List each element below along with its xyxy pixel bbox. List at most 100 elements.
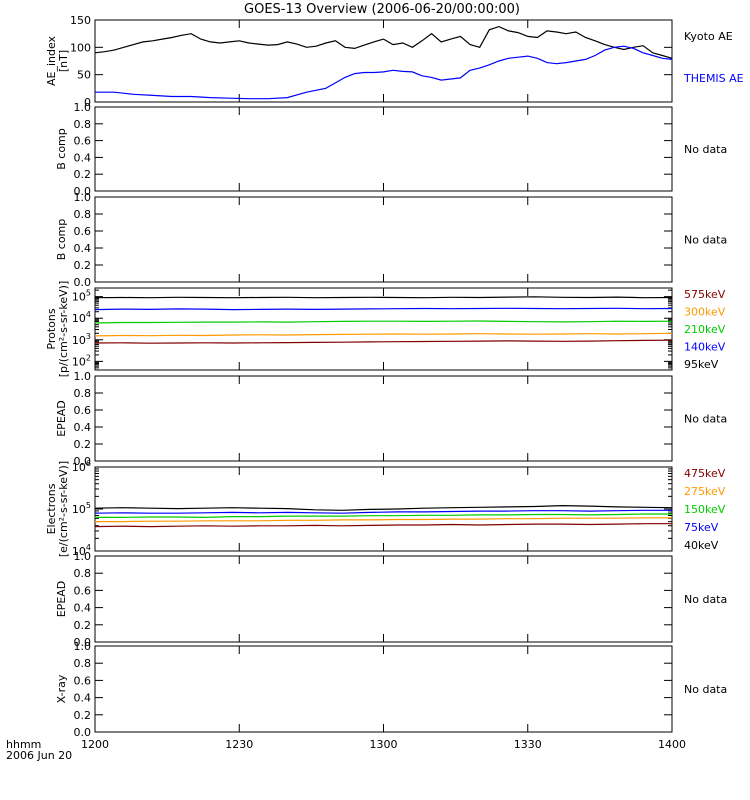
figure-title: GOES-13 Overview (2006-06-20/00:00:00) [244, 2, 520, 17]
panel-7: 0.0 0.2 0.4 0.6 0.8 1.0 EPEAD No data [55, 550, 727, 649]
y-tick-label: 103 [72, 332, 91, 347]
panel-frame [94, 375, 673, 462]
y-axis-label: Protons [45, 308, 58, 349]
panels: 0 50 100 150 AE_index [nT] Kyoto AE THEMIS AE 0.… [45, 14, 744, 739]
y-tick-label: 0 [84, 96, 91, 109]
y-tick-label: 0.4 [74, 692, 92, 705]
y-axis-label: Electrons [45, 483, 58, 534]
y-tick-label: 0.0 [74, 455, 92, 468]
y-axis-unit-label: [nT] [57, 50, 70, 72]
series-line-300kev [94, 332, 673, 337]
y-tick-label: 0.8 [74, 118, 92, 131]
panel-5: 0.0 0.2 0.4 0.6 0.8 1.0 EPEAD No data [55, 370, 727, 468]
x-tick-label: 1330 [514, 738, 542, 751]
right-label-150kev: 150keV [684, 503, 726, 516]
y-tick-label: 0.0 [74, 636, 92, 649]
panel-frame [94, 106, 673, 192]
x-tick-label: 1200 [81, 738, 109, 751]
series-line-210kev [94, 320, 673, 324]
y-axis-unit-label: [p/(cm²-s-sr-keV)] [57, 281, 70, 378]
y-axis-label: EPEAD [55, 581, 68, 618]
panel-frame [94, 287, 673, 371]
y-tick-label: 0.0 [74, 276, 92, 289]
panel-frame [94, 196, 673, 283]
y-tick-label: 105 [72, 289, 91, 304]
y-tick-label: 0.0 [74, 185, 92, 198]
series-line-75kev [94, 509, 672, 514]
y-tick-label: 0.2 [74, 168, 92, 181]
series-line-275kev [95, 517, 672, 523]
series-line-40kev [94, 504, 673, 511]
x-axis: 1200 1230 1300 1330 1400 [81, 738, 686, 751]
y-axis-label: B comp [55, 219, 68, 261]
y-tick-label: 0.8 [74, 387, 92, 400]
right-label-275kev: 275keV [684, 485, 726, 498]
right-label-95kev: 95keV [684, 358, 719, 371]
y-tick-label: 1.0 [74, 191, 92, 204]
y-tick-label: 0.0 [74, 726, 92, 739]
series-line-95kev [94, 296, 673, 299]
right-label-no-data: No data [684, 143, 727, 156]
right-label-40kev: 40keV [684, 539, 719, 552]
y-tick-label: 1.0 [74, 101, 92, 114]
y-tick-label: 0.6 [74, 135, 92, 148]
series-line-150kev [95, 513, 672, 519]
right-label-475kev: 475keV [684, 467, 726, 480]
y-tick-label: 0.4 [74, 242, 92, 255]
y-tick-label: 0.6 [74, 674, 92, 687]
series-line-575kev [94, 339, 673, 344]
y-tick-label: 102 [72, 353, 91, 368]
y-tick-label: 105 [72, 501, 91, 516]
right-label-kyoto-ae: Kyoto AE [684, 30, 733, 43]
y-tick-label: 0.8 [74, 657, 92, 670]
panel-8: 0.0 0.2 0.4 0.6 0.8 1.0 X-ray No data [55, 640, 727, 739]
y-tick-label: 0.6 [74, 584, 92, 597]
y-tick-label: 1.0 [74, 370, 92, 383]
x-axis-footer-hhmm: hhmm [6, 738, 41, 751]
y-tick-label: 106 [72, 459, 91, 474]
y-axis-label: X-ray [55, 674, 68, 703]
y-tick-label: 0.2 [74, 709, 92, 722]
right-label-no-data: No data [684, 683, 727, 696]
y-axis-label: B comp [55, 128, 68, 170]
x-axis-footer-date: 2006 Jun 20 [6, 749, 72, 762]
series-line-140kev [94, 307, 673, 311]
y-tick-label: 0.8 [74, 208, 92, 221]
right-label-300kev: 300keV [684, 306, 726, 319]
y-tick-label: 1.0 [74, 550, 92, 563]
y-tick-label: 0.6 [74, 404, 92, 417]
x-tick-label: 1300 [370, 738, 398, 751]
right-label-75kev: 75keV [684, 521, 719, 534]
y-tick-label: 0.2 [74, 619, 92, 632]
right-label-210kev: 210keV [684, 323, 726, 336]
panel-3: 0.0 0.2 0.4 0.6 0.8 1.0 B comp No data [55, 191, 727, 289]
panel-frame [94, 645, 673, 733]
panel-1: 0 50 100 150 AE_index [nT] Kyoto AE THEMIS AE [45, 14, 744, 109]
right-label-themis-ae: THEMIS AE [683, 72, 744, 85]
y-tick-label: 0.4 [74, 602, 92, 615]
x-tick-label: 1230 [225, 738, 253, 751]
y-axis-unit-label: [e/(cm²-s-sr-keV)] [57, 461, 70, 557]
panel-frame [94, 19, 673, 103]
right-label-no-data: No data [684, 234, 727, 247]
y-tick-label: 0.2 [74, 438, 92, 451]
y-tick-label: 104 [72, 310, 91, 325]
series-line-475kev [94, 523, 672, 528]
y-axis-label: EPEAD [55, 400, 68, 437]
right-label-no-data: No data [684, 593, 727, 606]
series-line-kyoto-ae [94, 25, 673, 59]
panel-2: 0.0 0.2 0.4 0.6 0.8 1.0 B comp No data [55, 101, 727, 198]
y-tick-label: 100 [70, 41, 91, 54]
y-tick-label: 0.8 [74, 567, 92, 580]
y-tick-label: 0.4 [74, 151, 92, 164]
y-tick-label: 150 [70, 14, 91, 27]
x-tick-label: 1400 [658, 738, 686, 751]
right-label-575kev: 575keV [684, 288, 726, 301]
y-axis-label: AE_index [45, 35, 58, 86]
right-label-no-data: No data [684, 413, 727, 426]
y-tick-label: 0.2 [74, 259, 92, 272]
right-label-140kev: 140keV [684, 341, 726, 354]
y-tick-label: 0.6 [74, 225, 92, 238]
series-line-themis-ae [95, 45, 673, 100]
